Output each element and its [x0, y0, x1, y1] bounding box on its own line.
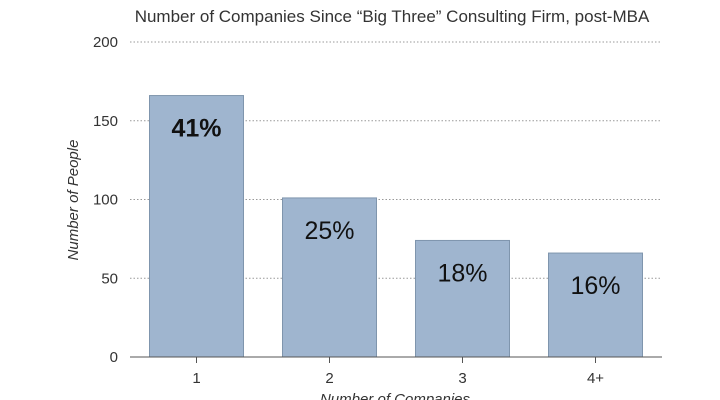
x-axis-ticks: 1 2 3 4+ [192, 357, 604, 387]
data-labels: 41% 25% 18% 16% [171, 115, 620, 300]
data-label: 16% [570, 272, 620, 300]
y-tick-label: 0 [110, 349, 118, 366]
data-label: 25% [304, 217, 354, 245]
x-tick-label: 2 [325, 370, 333, 387]
bar-4+ [548, 252, 643, 358]
data-label: 41% [171, 115, 221, 143]
x-axis-label: Number of Companies [320, 391, 471, 400]
y-tick-label: 100 [93, 192, 118, 209]
chart-title: Number of Companies Since “Big Three” Co… [135, 7, 650, 26]
y-axis-ticks: 0 50 100 150 200 [93, 34, 118, 366]
bar-3 [415, 239, 510, 358]
x-tick-label: 1 [192, 370, 200, 387]
y-tick-label: 200 [93, 34, 118, 51]
x-tick-label: 3 [458, 370, 466, 387]
bars [149, 95, 643, 358]
data-label: 18% [437, 259, 487, 287]
bar-1 [149, 95, 244, 358]
x-tick-label: 4+ [587, 370, 604, 387]
y-tick-label: 150 [93, 113, 118, 130]
y-tick-label: 50 [101, 270, 118, 287]
y-axis-label: Number of People [65, 140, 82, 261]
